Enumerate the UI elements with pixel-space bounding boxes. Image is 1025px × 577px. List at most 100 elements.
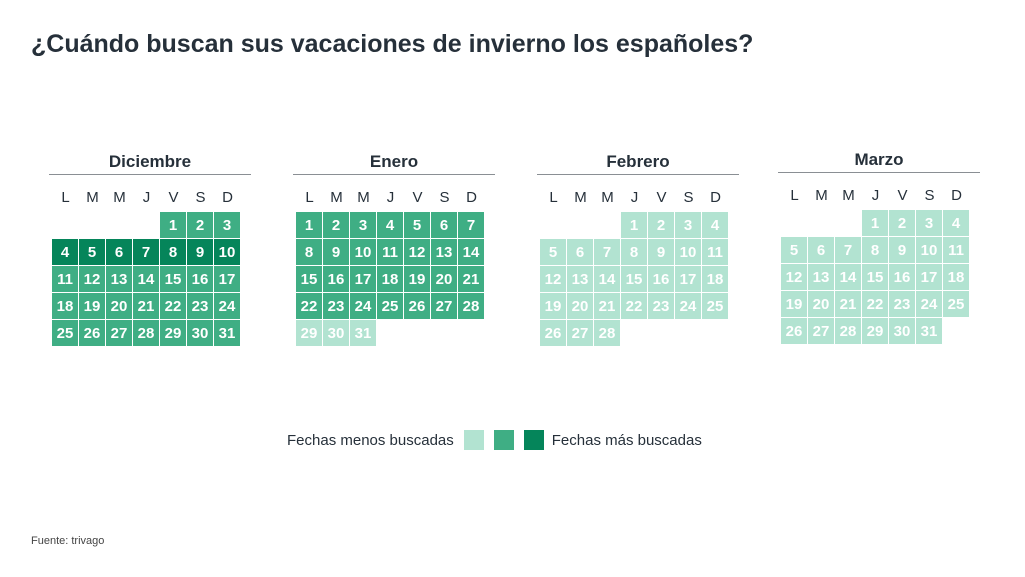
day-cell: 22 <box>621 293 647 319</box>
day-cell: 17 <box>916 264 942 290</box>
day-cell: 1 <box>160 212 186 238</box>
day-cell: 22 <box>160 293 186 319</box>
weekday-label: S <box>924 187 935 204</box>
weekday-label: J <box>386 189 395 206</box>
day-cell: 26 <box>404 293 430 319</box>
day-cell: 24 <box>350 293 376 319</box>
day-cell: 20 <box>431 266 457 292</box>
weekday-label: J <box>871 187 880 204</box>
day-cell: 31 <box>350 320 376 346</box>
legend-swatch-low <box>463 430 484 450</box>
weekday-label: S <box>195 189 206 206</box>
day-cell: 4 <box>943 210 969 236</box>
day-cell: 16 <box>323 266 349 292</box>
day-cell: 19 <box>540 293 566 319</box>
day-cell: 10 <box>214 239 240 265</box>
weekday-label: D <box>466 189 477 206</box>
day-cell: 1 <box>621 212 647 238</box>
day-cell: 12 <box>404 239 430 265</box>
day-cell: 5 <box>404 212 430 238</box>
day-cell: 8 <box>160 239 186 265</box>
day-cell: 1 <box>296 212 322 238</box>
day-cell: 20 <box>567 293 593 319</box>
day-cell: 14 <box>458 239 484 265</box>
day-cell: 9 <box>889 237 915 263</box>
day-cell: 10 <box>675 239 701 265</box>
day-cell: 27 <box>567 320 593 346</box>
month-name: Enero <box>293 150 495 175</box>
legend-high-label: Fechas más buscadas <box>551 431 702 449</box>
day-cell: 9 <box>187 239 213 265</box>
day-cell: 8 <box>862 237 888 263</box>
source-note: Fuente: trivago <box>31 535 105 547</box>
day-cell: 5 <box>540 239 566 265</box>
day-cell: 5 <box>79 239 105 265</box>
day-cell: 7 <box>835 237 861 263</box>
day-cell: 20 <box>106 293 132 319</box>
day-cell: 8 <box>621 239 647 265</box>
day-cell: 15 <box>296 266 322 292</box>
month-name: Diciembre <box>49 150 251 175</box>
day-cell: 4 <box>702 212 728 238</box>
weekday-label: M <box>113 189 126 206</box>
day-cell: 25 <box>702 293 728 319</box>
weekday-label: J <box>630 189 639 206</box>
day-cell: 19 <box>781 291 807 317</box>
weekday-label: L <box>549 189 558 206</box>
day-cell: 26 <box>79 320 105 346</box>
day-cell: 30 <box>323 320 349 346</box>
day-cell: 14 <box>835 264 861 290</box>
day-cell: 5 <box>781 237 807 263</box>
weekday-label: V <box>656 189 667 206</box>
day-cell: 23 <box>648 293 674 319</box>
day-cell: 14 <box>594 266 620 292</box>
day-cell: 13 <box>567 266 593 292</box>
weekday-label: V <box>412 189 423 206</box>
day-cell: 16 <box>648 266 674 292</box>
weekday-label: D <box>951 187 962 204</box>
weekday-label: V <box>897 187 908 204</box>
day-cell: 9 <box>648 239 674 265</box>
weekday-label: D <box>710 189 721 206</box>
day-cell: 12 <box>79 266 105 292</box>
day-cell: 16 <box>889 264 915 290</box>
day-cell: 25 <box>52 320 78 346</box>
day-cell: 31 <box>214 320 240 346</box>
day-cell: 13 <box>808 264 834 290</box>
chart-title: ¿Cuándo buscan sus vacaciones de inviern… <box>31 30 754 58</box>
day-cell: 7 <box>133 239 159 265</box>
day-cell: 28 <box>835 318 861 344</box>
day-cell: 23 <box>187 293 213 319</box>
day-cell: 6 <box>106 239 132 265</box>
day-cell: 16 <box>187 266 213 292</box>
day-cell: 3 <box>675 212 701 238</box>
day-cell: 26 <box>540 320 566 346</box>
day-cell: 2 <box>889 210 915 236</box>
day-cell: 29 <box>296 320 322 346</box>
day-cell: 12 <box>540 266 566 292</box>
day-cell: 3 <box>214 212 240 238</box>
weekday-label: L <box>790 187 799 204</box>
weekday-label: M <box>601 189 614 206</box>
weekday-label: M <box>574 189 587 206</box>
day-cell: 24 <box>916 291 942 317</box>
legend-swatch-mid <box>493 430 514 450</box>
weekday-label: V <box>168 189 179 206</box>
day-cell: 30 <box>187 320 213 346</box>
weekday-label: L <box>305 189 314 206</box>
day-cell: 11 <box>52 266 78 292</box>
day-cell: 27 <box>808 318 834 344</box>
day-cell: 2 <box>323 212 349 238</box>
day-cell: 12 <box>781 264 807 290</box>
day-cell: 14 <box>133 266 159 292</box>
legend-swatch-high <box>523 430 544 450</box>
day-grid: 1 2 3 4 5 6 7 8 9 10 11 12 13 14 15 16 17 18 19 20 21 22 23 24 2… <box>781 210 977 344</box>
day-cell: 26 <box>781 318 807 344</box>
day-cell: 13 <box>431 239 457 265</box>
day-cell: 18 <box>943 264 969 290</box>
day-cell: 11 <box>943 237 969 263</box>
day-cell: 23 <box>323 293 349 319</box>
